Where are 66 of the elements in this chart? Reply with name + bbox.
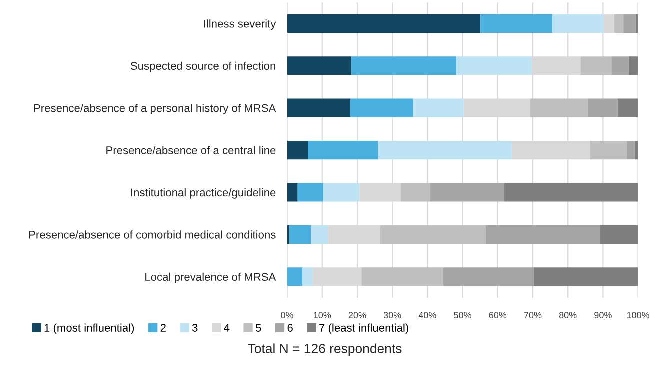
bar	[486, 225, 600, 244]
bar	[628, 56, 638, 76]
legend-label: 1 (most influential)	[44, 324, 134, 334]
bar	[600, 225, 638, 244]
y-tick-label: Presence/absence of a personal history of MRSA	[34, 104, 276, 114]
bar	[287, 268, 303, 286]
bar	[614, 14, 624, 33]
legend-label: 2	[160, 324, 166, 332]
bar	[552, 14, 604, 33]
bar	[612, 56, 629, 76]
bar	[308, 141, 378, 160]
bar	[590, 141, 628, 160]
x-tick-label: 80%	[559, 312, 577, 319]
y-tick-label: Institutional practice/guideline	[131, 188, 276, 199]
bar	[604, 14, 614, 33]
legend-label: 7 (least influential)	[320, 324, 408, 334]
bar	[287, 98, 350, 118]
x-tick-label: 50%	[454, 312, 472, 319]
bar	[413, 98, 464, 118]
bar	[287, 225, 290, 244]
bar	[350, 98, 414, 118]
bar	[588, 98, 618, 118]
bar	[352, 56, 456, 76]
x-tick-label: 90%	[594, 312, 612, 319]
bar	[380, 225, 486, 244]
bar	[323, 183, 360, 202]
x-tick-label: 70%	[524, 312, 542, 319]
bar	[534, 268, 638, 286]
legend-label: 4	[224, 324, 230, 332]
bar	[530, 98, 588, 118]
legend-label: 5	[256, 324, 262, 332]
bar	[287, 56, 352, 76]
bar	[624, 14, 636, 33]
bar	[401, 183, 430, 202]
bar	[298, 183, 324, 202]
bar	[480, 14, 553, 33]
bar	[311, 225, 328, 244]
bar	[580, 56, 612, 76]
bar	[362, 268, 444, 286]
y-tick-label: Presence/absence of a central line	[106, 146, 276, 154]
bar	[443, 268, 534, 286]
bar	[287, 141, 308, 160]
legend-label: 3	[192, 324, 198, 332]
y-tick-label: Illness severity	[204, 20, 276, 30]
bar	[456, 56, 532, 76]
x-tick-label: 10%	[314, 312, 332, 319]
bar	[287, 183, 298, 202]
bar	[378, 141, 512, 160]
x-tick-label: 100%	[627, 312, 650, 319]
bar	[302, 268, 313, 286]
x-tick-label: 40%	[418, 312, 436, 319]
y-tick-label: Presence/absence of comorbid medical conditions	[29, 230, 276, 239]
bar	[627, 141, 636, 160]
text: Total N = 126 respondents	[248, 344, 402, 356]
bar	[504, 183, 638, 202]
y-tick-label: Suspected source of infection	[130, 62, 276, 72]
bar	[430, 183, 504, 202]
x-tick-label: 20%	[348, 312, 366, 319]
bar	[618, 98, 638, 118]
x-tick-label: 0%	[281, 312, 294, 319]
x-tick-label: 30%	[384, 312, 402, 319]
bar	[287, 14, 481, 33]
legend-label: 6	[288, 324, 293, 332]
y-tick-label: Local prevalence of MRSA	[146, 272, 276, 284]
bar	[290, 225, 312, 244]
x-tick-label: 60%	[489, 312, 507, 319]
